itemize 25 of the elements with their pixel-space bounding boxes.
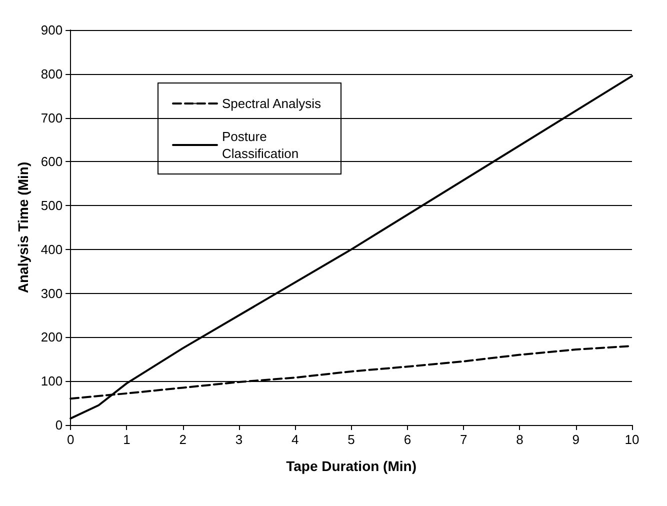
y-tick-label: 600 xyxy=(40,154,63,170)
legend-label: Posture Classification xyxy=(222,129,299,161)
y-tick-label: 900 xyxy=(40,22,63,38)
x-axis-title: Tape Duration (Min) xyxy=(286,458,416,474)
x-tick-label: 3 xyxy=(235,432,243,447)
x-tick-label: 0 xyxy=(66,432,74,447)
x-tick-label: 8 xyxy=(516,432,524,447)
x-tick-label: 6 xyxy=(404,432,412,447)
x-tick-label: 7 xyxy=(460,432,468,447)
y-tick-label: 100 xyxy=(40,374,63,389)
y-tick-label: 800 xyxy=(40,66,63,82)
legend-label: Spectral Analysis xyxy=(222,96,322,111)
x-tick-label: 4 xyxy=(292,432,299,447)
x-tick-label: 1 xyxy=(123,432,130,447)
y-tick-label: 0 xyxy=(55,418,63,432)
y-axis-title: Analysis Time (Min) xyxy=(15,162,31,294)
y-tick-label: 500 xyxy=(40,198,63,214)
x-tick-label: 9 xyxy=(572,432,580,447)
y-tick-label: 300 xyxy=(40,286,63,301)
x-tick-label: 2 xyxy=(179,432,186,447)
y-tick-label: 700 xyxy=(40,110,63,126)
y-tick-label: 400 xyxy=(40,242,63,257)
x-tick-label: 10 xyxy=(624,432,640,447)
y-tick-label: 200 xyxy=(40,330,63,345)
x-tick-label: 5 xyxy=(348,432,355,447)
